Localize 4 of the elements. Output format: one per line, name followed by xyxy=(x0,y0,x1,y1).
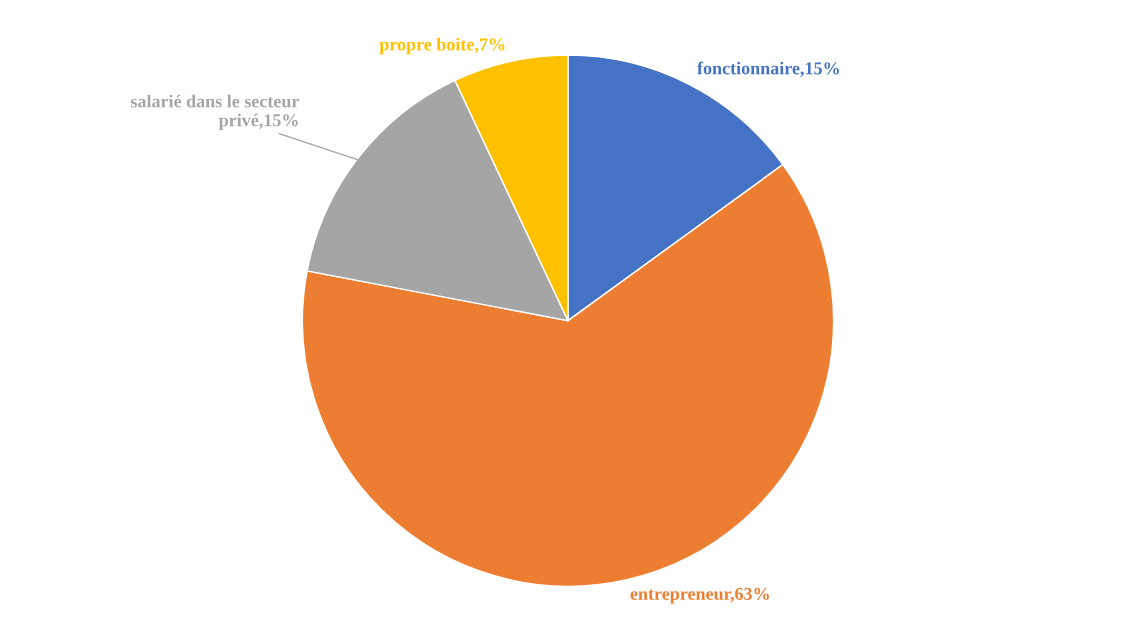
slice-label: entrepreneur,63% xyxy=(630,587,769,604)
slice-label: propre boite,7% xyxy=(379,37,505,55)
slice-label: fonctionnaire,15% xyxy=(697,61,839,78)
slice-label: salarié dans le secteur privé,15% xyxy=(130,94,300,130)
